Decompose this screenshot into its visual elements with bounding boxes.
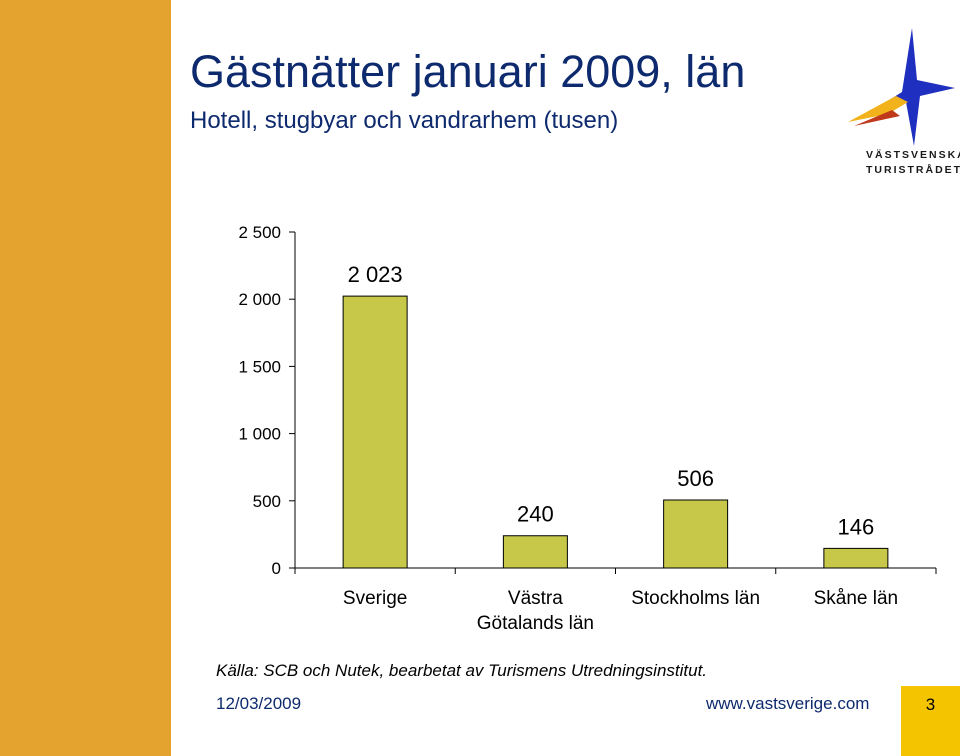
bar-chart: 0 500 1 000 1 500 2 000 2 500 2 023 Sverige 240 V…	[238, 223, 937, 634]
bar	[502, 535, 568, 569]
bar	[342, 295, 408, 569]
y-tick-label: 1 500	[238, 357, 281, 376]
y-tick-label: 2 000	[238, 290, 281, 309]
logo-wing-yellow	[848, 96, 908, 122]
footer-date: 12/03/2009	[216, 694, 302, 713]
star-logo-icon	[848, 28, 955, 146]
page-number-box: 3	[901, 686, 960, 756]
y-tick-label: 1 000	[238, 425, 281, 444]
y-tick-label: 2 500	[238, 223, 281, 242]
logo-text-line2: TURISTRÅDET	[866, 164, 960, 176]
x-category-label: Götalands län	[477, 613, 594, 634]
footer-website: www.vastsverige.com	[706, 694, 870, 713]
y-tick-label: 0	[272, 559, 281, 578]
logo-wing-red	[854, 110, 900, 126]
logo-text-line1: VÄSTSVENSKA	[866, 149, 960, 161]
left-accent-bar	[0, 0, 171, 756]
page-subtitle: Hotell, stugbyar och vandrarhem (tusen)	[190, 107, 619, 134]
bar-value-label: 240	[517, 502, 554, 527]
bar-value-label: 2 023	[348, 262, 403, 287]
page-title: Gästnätter januari 2009, län	[190, 46, 746, 97]
x-category-label: Sverige	[343, 588, 407, 609]
source-note: Källa: SCB och Nutek, bearbetat av Turis…	[216, 661, 708, 680]
logo-star-blue	[870, 28, 955, 146]
page-number: 3	[925, 695, 936, 714]
bar	[823, 547, 889, 569]
x-category-label: Skåne län	[814, 588, 899, 609]
y-tick-label: 500	[253, 492, 281, 511]
x-category-label: Stockholms län	[631, 588, 760, 609]
x-category-label: Västra	[508, 588, 563, 609]
bar-value-label: 146	[838, 514, 875, 539]
bar	[663, 499, 729, 569]
bar-value-label: 506	[677, 466, 714, 491]
